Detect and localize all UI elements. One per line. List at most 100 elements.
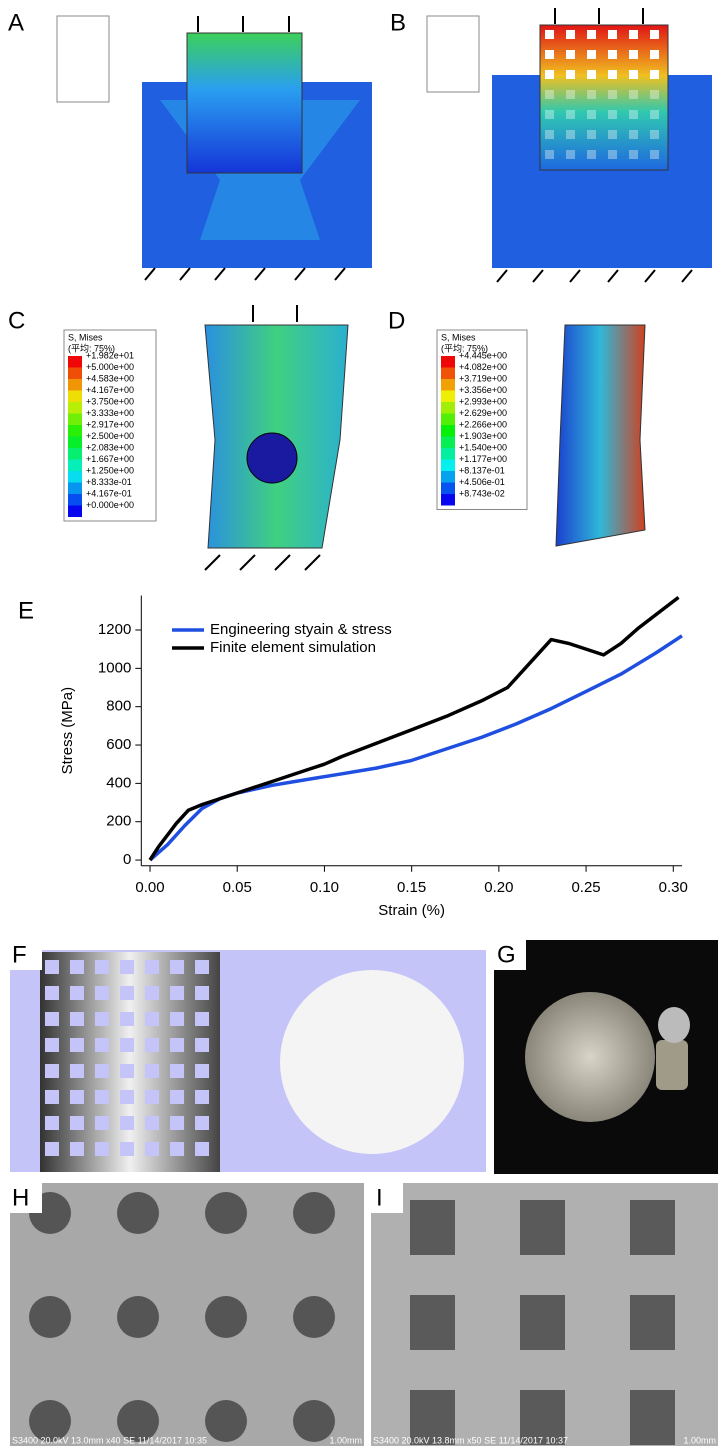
hole <box>145 1142 159 1156</box>
hole <box>170 986 184 1000</box>
legend-level: +1.982e+01 <box>86 350 134 360</box>
hole <box>95 1038 109 1052</box>
legend-level: +5.000e+00 <box>86 362 134 372</box>
hole <box>120 1038 134 1052</box>
legend-level: +4.445e+00 <box>459 350 507 360</box>
hole <box>170 1012 184 1026</box>
legend-swatch <box>441 414 455 426</box>
hole <box>629 70 638 79</box>
hole <box>587 90 596 99</box>
hole <box>70 1038 84 1052</box>
legend-level: +8.333e-01 <box>86 477 132 487</box>
hole <box>608 150 617 159</box>
hole <box>650 50 659 59</box>
legend-level: +2.500e+00 <box>86 431 134 441</box>
hole <box>566 110 575 119</box>
hole <box>545 110 554 119</box>
legend-level: +4.583e+00 <box>86 373 134 383</box>
hole <box>120 986 134 1000</box>
pore <box>520 1200 565 1255</box>
legend-swatch <box>68 379 82 391</box>
legend-level: +1.667e+00 <box>86 454 134 464</box>
legend-swatch <box>68 356 82 368</box>
hole <box>650 150 659 159</box>
hole <box>545 50 554 59</box>
hole <box>45 1038 59 1052</box>
hole <box>45 1064 59 1078</box>
x-tick-label: 0.25 <box>571 879 600 896</box>
legend-level: +4.082e+00 <box>459 362 507 372</box>
legend-swatch <box>441 425 455 437</box>
hole <box>145 960 159 974</box>
pore <box>293 1296 335 1338</box>
hole <box>70 1012 84 1026</box>
legend-level: +2.266e+00 <box>459 419 507 429</box>
legend-swatch <box>441 402 455 414</box>
legend-swatch <box>441 471 455 483</box>
cad-cylinder <box>40 952 220 1172</box>
hole <box>195 960 209 974</box>
hole <box>650 30 659 39</box>
panel-letter: H <box>12 1184 29 1211</box>
hole <box>195 1012 209 1026</box>
panel-letter: G <box>497 941 516 968</box>
hole <box>95 1064 109 1078</box>
legend-level: +3.750e+00 <box>86 396 134 406</box>
legend-level: +1.540e+00 <box>459 442 507 452</box>
legend-swatch <box>441 448 455 460</box>
legend-level: +4.167e+00 <box>86 385 134 395</box>
x-tick-label: 0.00 <box>135 879 164 896</box>
pore <box>117 1296 159 1338</box>
legend-swatch <box>68 460 82 472</box>
legend-swatch <box>68 414 82 426</box>
legend-title: S, Mises <box>441 332 476 342</box>
hole <box>195 986 209 1000</box>
legend-level: +1.177e+00 <box>459 454 507 464</box>
legend-swatch <box>68 448 82 460</box>
hole <box>587 70 596 79</box>
hole <box>566 30 575 39</box>
hole <box>566 150 575 159</box>
hole <box>45 1142 59 1156</box>
legend-level: +8.137e-01 <box>459 465 505 475</box>
hole <box>120 1090 134 1104</box>
sem-scale: 1.00mm <box>683 1435 716 1445</box>
pore <box>630 1295 675 1350</box>
legend-swatch <box>441 356 455 368</box>
hole <box>195 1116 209 1130</box>
hole <box>566 50 575 59</box>
hole <box>95 960 109 974</box>
y-tick-label: 400 <box>106 774 131 791</box>
x-axis-label: Strain (%) <box>378 902 445 919</box>
fea-pore <box>247 433 297 483</box>
fea-insert <box>540 25 668 170</box>
sem-caption: S3400 20.0kV 13.8mm x50 SE 11/14/2017 10… <box>373 1435 568 1445</box>
legend-swatch <box>68 506 82 518</box>
hole <box>145 1064 159 1078</box>
sem-caption: S3400 20.0kV 13.0mm x40 SE 11/14/2017 10… <box>12 1435 207 1445</box>
pore <box>205 1192 247 1234</box>
hole <box>145 1116 159 1130</box>
hole <box>566 70 575 79</box>
hole <box>545 90 554 99</box>
legend-level: +1.250e+00 <box>86 465 134 475</box>
legend-level: +2.629e+00 <box>459 408 507 418</box>
legend-swatch <box>441 460 455 472</box>
hole <box>120 1142 134 1156</box>
hole <box>70 960 84 974</box>
hole <box>195 1064 209 1078</box>
legend-swatch <box>441 368 455 380</box>
hole <box>145 986 159 1000</box>
hole <box>650 70 659 79</box>
hole <box>545 70 554 79</box>
hole <box>120 1064 134 1078</box>
hole <box>70 986 84 1000</box>
panel-letter: A <box>8 9 24 36</box>
legend-swatch <box>68 437 82 449</box>
hole <box>145 1090 159 1104</box>
panel-letter: C <box>8 307 25 334</box>
hole <box>95 1116 109 1130</box>
x-tick-label: 0.15 <box>397 879 426 896</box>
hole <box>95 1090 109 1104</box>
hole <box>195 1142 209 1156</box>
